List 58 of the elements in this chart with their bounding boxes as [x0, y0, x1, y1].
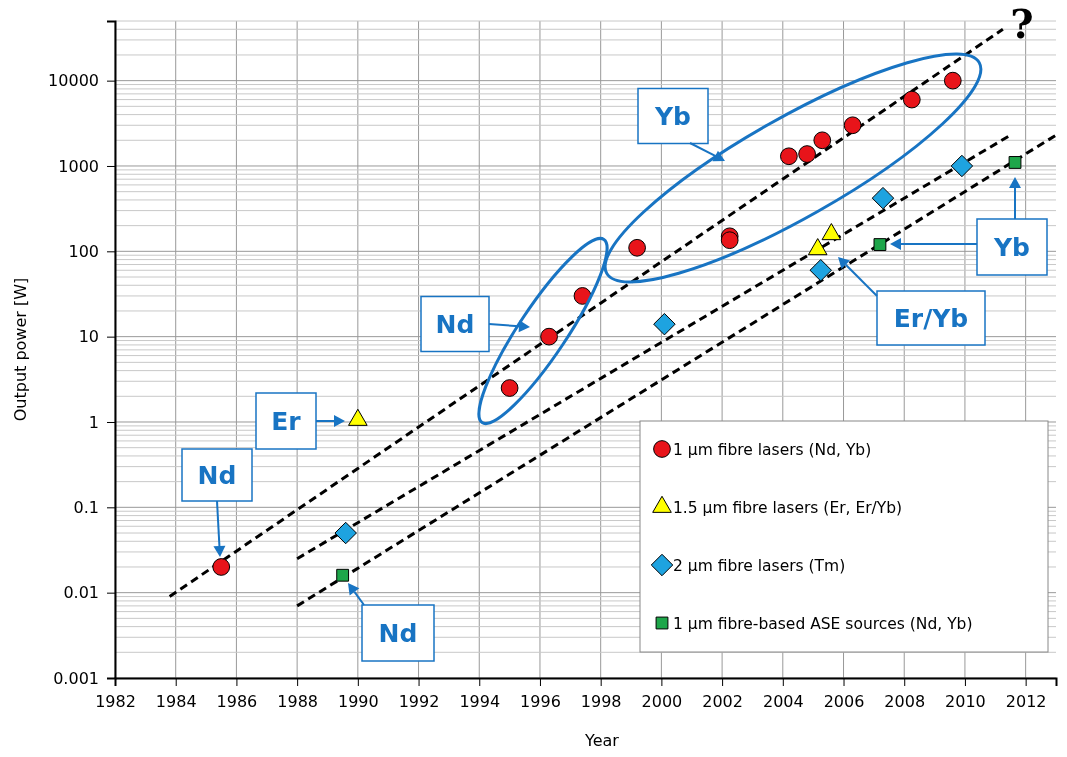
x-tick-label: 1990: [337, 692, 379, 712]
point: [1008, 156, 1022, 169]
x-tick-label: 1984: [155, 692, 197, 712]
annotation: Nd: [197, 461, 237, 490]
y-tick-label: 0.01: [63, 583, 99, 603]
point: [336, 568, 350, 582]
x-tick-label: 2006: [823, 692, 865, 712]
point: [212, 558, 231, 576]
point: [843, 116, 862, 135]
y-axis-title: Output power [W]: [11, 277, 30, 422]
annotation: Er/Yb: [893, 304, 969, 333]
annotation: Er: [271, 407, 302, 436]
y-tick-label: 0.1: [73, 497, 99, 517]
y-tick-label: 1: [88, 412, 99, 432]
legend-label: 1 µm fibre lasers (Nd, Yb): [673, 441, 872, 459]
point: [943, 71, 962, 90]
legend-label: 1 µm fibre-based ASE sources (Nd, Yb): [673, 615, 973, 633]
x-tick-label: 1988: [277, 692, 318, 712]
point: [720, 231, 739, 250]
point: [950, 154, 974, 178]
point: [573, 287, 592, 305]
point: [653, 312, 676, 336]
x-tick-label: 1986: [216, 692, 258, 712]
legend-label: 2 µm fibre lasers (Tm): [673, 557, 846, 575]
point: [334, 521, 357, 545]
x-tick-label: 1996: [520, 692, 561, 712]
point: [798, 145, 816, 163]
point: [809, 259, 832, 282]
x-axis-title: Year: [584, 731, 620, 750]
point: [540, 327, 558, 346]
point: [871, 186, 895, 210]
legend-label: 1.5 µm fibre lasers (Er, Er/Yb): [673, 499, 903, 517]
point: [628, 238, 646, 257]
x-tick-label: 1994: [459, 692, 501, 712]
annotation: Yb: [993, 233, 1030, 262]
point: [873, 238, 887, 251]
annotation: Yb: [654, 102, 691, 131]
point: [813, 131, 832, 150]
point: [500, 379, 519, 397]
x-tick-label: 2002: [702, 692, 743, 712]
x-tick-label: 2008: [884, 692, 926, 712]
x-tick-label: 2000: [641, 692, 683, 712]
x-tick-label: 2010: [945, 692, 986, 712]
x-tick-label: 1982: [95, 692, 136, 712]
annotation: ?: [1010, 0, 1034, 47]
point: [780, 147, 798, 166]
x-tick-label: 2012: [1005, 692, 1047, 712]
x-tick-label: 1992: [398, 692, 440, 712]
y-tick-label: 0.001: [53, 668, 99, 688]
annotation: Nd: [435, 310, 475, 339]
y-tick-label: 1000: [58, 156, 99, 176]
point: [902, 90, 921, 109]
x-tick-label: 1998: [580, 692, 622, 712]
y-tick-label: 10: [78, 327, 99, 347]
y-tick-label: 100: [68, 241, 99, 261]
annotation: Nd: [378, 619, 418, 648]
y-tick-label: 10000: [48, 71, 99, 91]
x-tick-label: 2004: [762, 692, 804, 712]
